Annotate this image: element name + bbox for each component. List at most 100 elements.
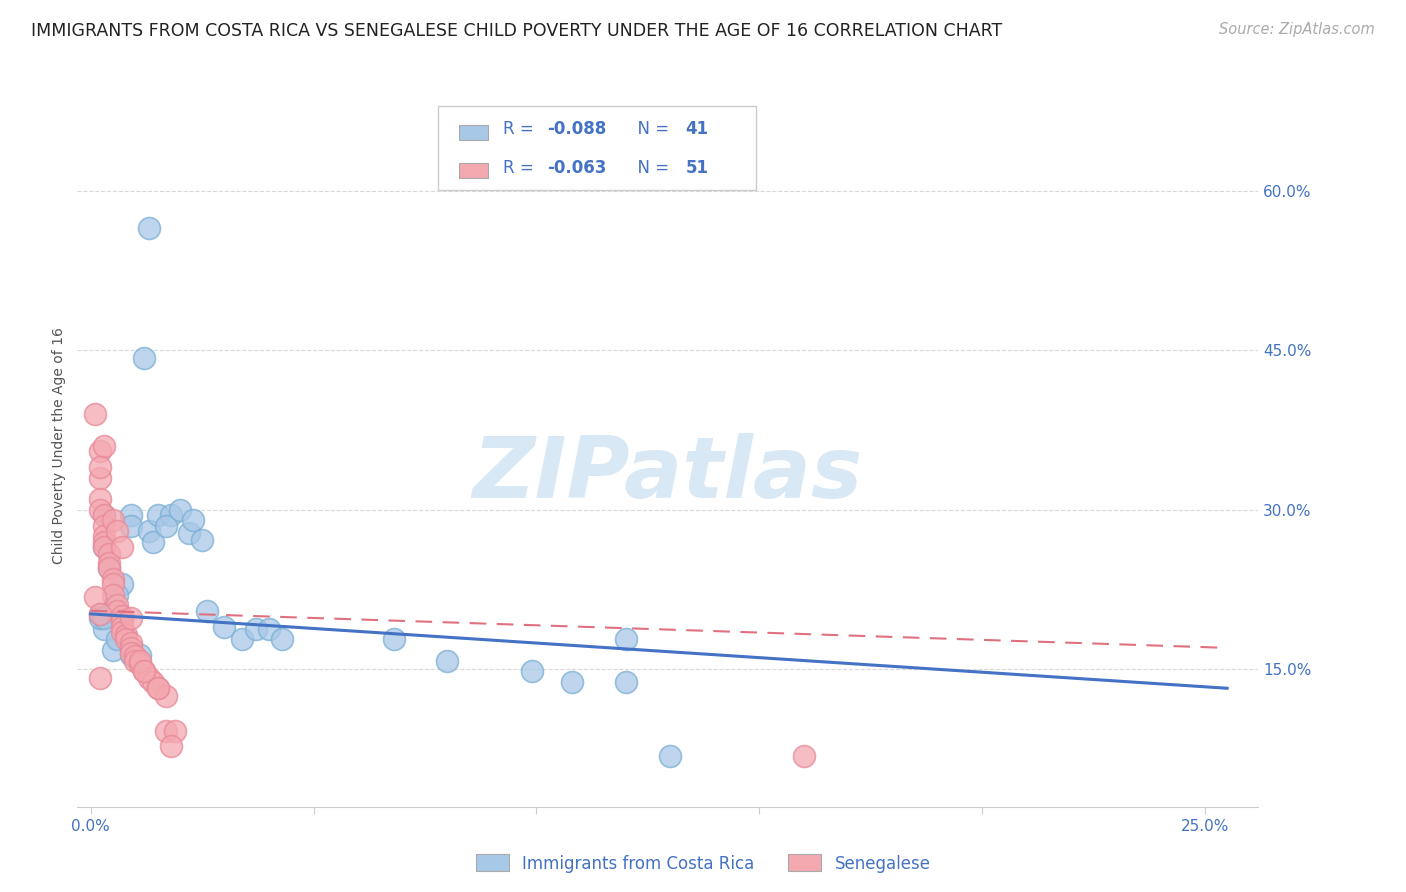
Text: R =: R = bbox=[502, 159, 538, 177]
Point bbox=[111, 615, 134, 629]
Point bbox=[138, 221, 160, 235]
FancyBboxPatch shape bbox=[458, 125, 488, 140]
Point bbox=[155, 723, 177, 738]
Text: 41: 41 bbox=[686, 120, 709, 138]
Point bbox=[93, 508, 115, 522]
Text: R =: R = bbox=[502, 120, 538, 138]
Point bbox=[142, 674, 165, 689]
Point bbox=[89, 460, 111, 475]
Point bbox=[115, 628, 138, 642]
Point bbox=[120, 518, 142, 533]
Point bbox=[614, 632, 637, 647]
Point bbox=[93, 534, 115, 549]
Point bbox=[89, 607, 111, 621]
Point bbox=[93, 622, 115, 636]
Point bbox=[89, 607, 111, 621]
Point bbox=[271, 632, 294, 647]
Point bbox=[101, 513, 124, 527]
Point bbox=[111, 577, 134, 591]
Point bbox=[107, 588, 129, 602]
Point bbox=[134, 351, 156, 365]
Point bbox=[93, 518, 115, 533]
Point bbox=[120, 646, 142, 660]
Point bbox=[128, 654, 150, 668]
Point bbox=[181, 513, 204, 527]
Point bbox=[124, 654, 146, 668]
Point bbox=[111, 609, 134, 624]
Point bbox=[160, 739, 183, 753]
Point bbox=[84, 590, 107, 604]
Point bbox=[120, 508, 142, 522]
Point bbox=[97, 556, 120, 570]
Point bbox=[146, 681, 169, 696]
Point bbox=[101, 604, 124, 618]
Text: N =: N = bbox=[627, 159, 673, 177]
Point bbox=[89, 611, 111, 625]
Text: ZIPatlas: ZIPatlas bbox=[472, 434, 863, 516]
Point bbox=[245, 622, 267, 636]
Point bbox=[128, 657, 150, 671]
Legend: Immigrants from Costa Rica, Senegalese: Immigrants from Costa Rica, Senegalese bbox=[468, 847, 938, 880]
Point bbox=[257, 622, 280, 636]
Text: Source: ZipAtlas.com: Source: ZipAtlas.com bbox=[1219, 22, 1375, 37]
Point bbox=[101, 588, 124, 602]
Text: N =: N = bbox=[627, 120, 673, 138]
Point bbox=[89, 444, 111, 458]
Point bbox=[128, 648, 150, 663]
FancyBboxPatch shape bbox=[437, 106, 756, 189]
Point bbox=[120, 635, 142, 649]
Point bbox=[614, 674, 637, 689]
Point bbox=[155, 689, 177, 703]
Point bbox=[382, 632, 405, 647]
Point bbox=[115, 632, 138, 647]
Point bbox=[155, 518, 177, 533]
Point bbox=[120, 640, 142, 655]
Point bbox=[169, 502, 191, 516]
Point bbox=[84, 407, 107, 421]
Point bbox=[160, 508, 183, 522]
Point bbox=[793, 749, 815, 764]
Point bbox=[89, 492, 111, 507]
Point bbox=[146, 508, 169, 522]
Text: IMMIGRANTS FROM COSTA RICA VS SENEGALESE CHILD POVERTY UNDER THE AGE OF 16 CORRE: IMMIGRANTS FROM COSTA RICA VS SENEGALESE… bbox=[31, 22, 1002, 40]
Point bbox=[195, 604, 218, 618]
Point bbox=[101, 577, 124, 591]
Point bbox=[111, 624, 134, 639]
Point bbox=[231, 632, 253, 647]
Point bbox=[124, 649, 146, 664]
Text: -0.063: -0.063 bbox=[547, 159, 607, 177]
Point bbox=[111, 540, 134, 554]
Point bbox=[134, 665, 156, 679]
Point bbox=[93, 439, 115, 453]
Point bbox=[107, 632, 129, 647]
Point bbox=[138, 524, 160, 538]
Point bbox=[214, 619, 236, 633]
FancyBboxPatch shape bbox=[458, 163, 488, 178]
Point bbox=[177, 526, 200, 541]
Point bbox=[93, 508, 115, 522]
Point bbox=[436, 654, 458, 668]
Point bbox=[142, 534, 165, 549]
Point bbox=[89, 502, 111, 516]
Point bbox=[191, 533, 214, 547]
Text: -0.088: -0.088 bbox=[547, 120, 606, 138]
Point bbox=[120, 648, 142, 663]
Point bbox=[120, 611, 142, 625]
Text: 51: 51 bbox=[686, 159, 709, 177]
Point bbox=[101, 643, 124, 657]
Point bbox=[134, 665, 156, 679]
Point bbox=[520, 665, 543, 679]
Point bbox=[659, 749, 682, 764]
Point bbox=[107, 599, 129, 613]
Point bbox=[93, 540, 115, 554]
Point bbox=[107, 604, 129, 618]
Point bbox=[97, 561, 120, 575]
Point bbox=[146, 681, 169, 696]
Point bbox=[111, 611, 134, 625]
Point bbox=[111, 619, 134, 633]
Point bbox=[89, 471, 111, 485]
Point bbox=[93, 611, 115, 625]
Point bbox=[93, 529, 115, 543]
Point bbox=[561, 674, 583, 689]
Point bbox=[165, 723, 187, 738]
